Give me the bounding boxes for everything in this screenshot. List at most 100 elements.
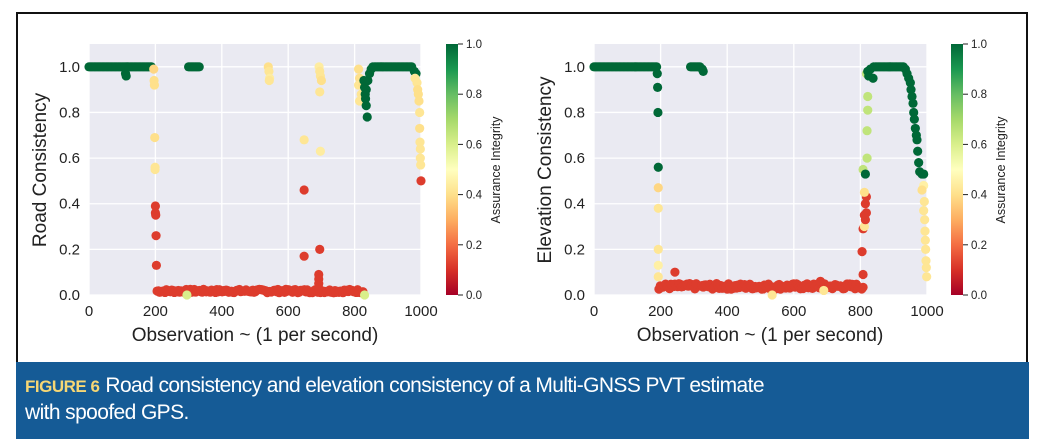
y-tick-label: 0.6 (564, 150, 585, 167)
data-point (859, 221, 869, 232)
colorbar-tick-label: 0.4 (466, 190, 483, 202)
y-tick-label: 0.8 (564, 104, 585, 121)
colorbar-label: Assurance Integrity (994, 116, 1008, 224)
data-point (869, 62, 879, 72)
colorbar-ticks: 0.0 0.2 0.4 0.6 0.8 1.0 (963, 39, 988, 302)
data-point (857, 247, 867, 257)
x-tick-labels: 0 200 400 600 800 1000 (590, 303, 944, 320)
data-point (316, 75, 326, 86)
x-tick-label: 1000 (910, 303, 943, 320)
x-tick-label: 400 (209, 303, 234, 320)
data-point (698, 66, 708, 76)
data-point (919, 196, 929, 207)
colorbar-tick-label: 0.8 (466, 89, 482, 101)
data-point (151, 210, 161, 220)
figure-caption: FIGURE 6 Road consistency and elevation c… (16, 362, 1029, 439)
data-point (314, 283, 324, 293)
data-point (868, 73, 878, 83)
data-point (353, 64, 364, 74)
data-point (368, 62, 378, 72)
plot-area (594, 44, 927, 295)
y-tick-label: 0.4 (59, 196, 80, 213)
data-point (921, 244, 931, 254)
data-point (361, 85, 371, 95)
data-point (150, 201, 160, 211)
data-point (359, 290, 370, 300)
data-point (860, 199, 870, 209)
x-tick-label: 800 (342, 303, 367, 320)
data-point (315, 146, 326, 156)
data-point (862, 153, 872, 163)
data-point (906, 85, 916, 95)
y-tick-label: 0.6 (59, 150, 80, 167)
data-point (299, 251, 309, 261)
data-point (920, 226, 930, 236)
x-tick-label: 0 (85, 303, 93, 320)
data-point (415, 107, 425, 118)
data-point (907, 91, 917, 102)
data-point (416, 176, 426, 186)
y-tick-labels: 0.0 0.2 0.4 0.6 0.8 1.0 (59, 59, 80, 304)
data-point (653, 244, 663, 254)
data-point (362, 112, 372, 122)
y-tick-label: 0.4 (564, 196, 585, 213)
data-point (921, 263, 931, 273)
data-point (815, 276, 826, 286)
data-point (182, 290, 192, 300)
data-point (415, 144, 425, 154)
colorbar-tick-label: 0.2 (971, 240, 987, 252)
data-point (920, 235, 930, 245)
data-point (151, 231, 161, 241)
data-point (264, 66, 274, 76)
colorbar-tick-label: 0.2 (466, 240, 482, 252)
data-point (415, 137, 425, 147)
data-point (767, 290, 777, 300)
data-point (299, 185, 309, 195)
colorbar (446, 44, 458, 295)
colorbar-ticks: 0.0 0.2 0.4 0.6 0.8 1.0 (458, 39, 483, 302)
y-tick-label: 0.8 (59, 104, 80, 121)
data-point (860, 169, 870, 179)
data-point (922, 272, 932, 282)
y-axis-label: Road Consistency (30, 92, 51, 247)
data-point (908, 98, 918, 108)
data-point (194, 62, 204, 72)
colorbar-tick-label: 0.0 (466, 290, 482, 302)
data-point (912, 135, 922, 145)
scatter-points (589, 62, 932, 300)
figure-label: FIGURE 6 (25, 377, 100, 396)
data-point (862, 126, 872, 136)
x-tick-label: 400 (715, 303, 740, 320)
data-point (315, 244, 325, 254)
data-point (919, 205, 929, 216)
colorbar-tick-label: 1.0 (971, 39, 987, 51)
data-point (910, 123, 920, 134)
data-point (653, 107, 663, 118)
data-point (315, 87, 325, 97)
y-axis-label: Elevation Consistency (535, 76, 556, 263)
colorbar-tick-label: 0.8 (971, 89, 987, 101)
colorbar-tick-label: 0.4 (971, 190, 988, 202)
colorbar-tick-label: 1.0 (466, 39, 482, 51)
y-tick-label: 0.0 (59, 287, 80, 304)
data-point (920, 215, 930, 225)
data-point (860, 215, 870, 225)
data-point (652, 62, 662, 72)
data-point (121, 71, 131, 81)
data-point (921, 256, 931, 266)
data-point (858, 282, 868, 292)
y-tick-label: 1.0 (59, 59, 80, 76)
x-axis-label: Observation ~ (1 per second) (637, 325, 884, 346)
road-consistency-chart: 0 200 400 600 800 1000 0.0 0.2 0.4 0.6 0.8 1.0 Obs… (30, 39, 503, 346)
x-tick-label: 0 (590, 303, 598, 320)
x-tick-label: 1000 (404, 303, 437, 320)
data-point (299, 135, 309, 145)
y-tick-label: 0.2 (59, 241, 80, 258)
data-point (150, 132, 160, 143)
data-point (653, 203, 663, 213)
x-tick-label: 800 (848, 303, 873, 320)
data-point (653, 82, 663, 92)
y-tick-labels: 0.0 0.2 0.4 0.6 0.8 1.0 (564, 59, 585, 304)
data-point (412, 78, 422, 88)
colorbar-tick-label: 0.6 (971, 139, 987, 151)
